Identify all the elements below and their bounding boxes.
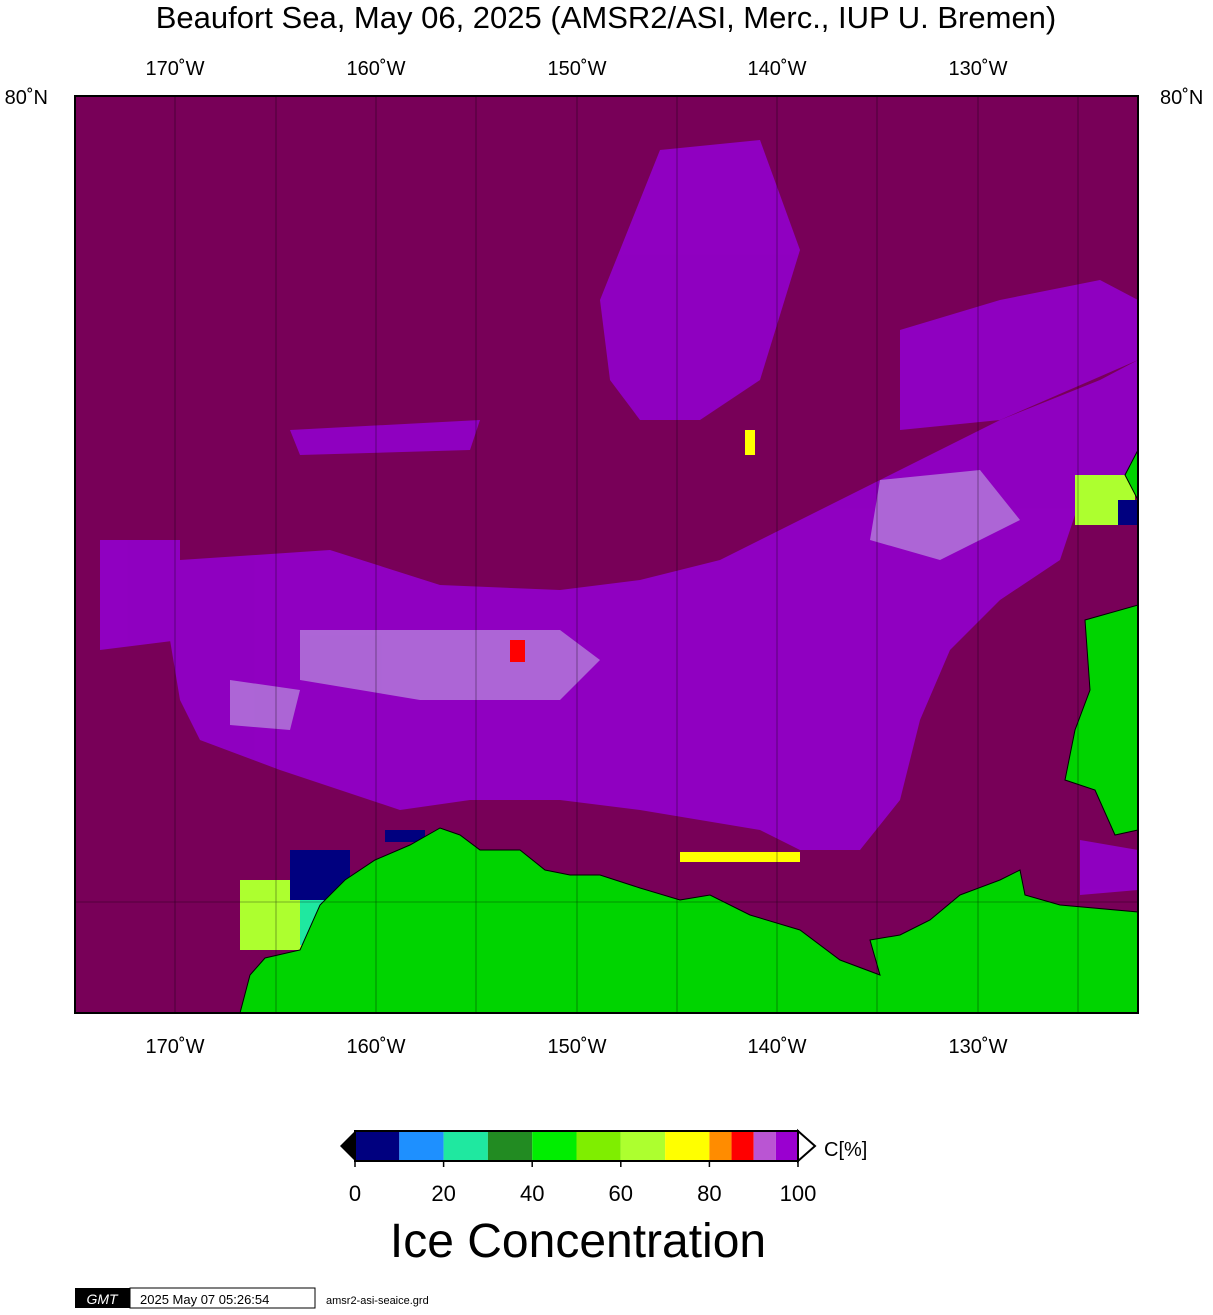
colorbar-high-arrow [797,1128,817,1164]
lat-label: 80˚N [5,87,48,109]
lon-label: 160˚W [347,1036,406,1058]
lon-label: 130˚W [949,58,1008,80]
colorbar-tick-label: 40 [520,1181,544,1206]
footer: GMT 2025 May 07 05:26:54 amsr2-asi-seaic… [75,1287,429,1309]
colorbar-bin [665,1131,710,1161]
lon-label: 170˚W [146,1036,205,1058]
top-labels: 170˚W 160˚W 150˚W 140˚W 130˚W [146,58,1008,80]
colorbar-bin [355,1131,400,1161]
map-frame [74,95,1139,1014]
lon-label: 150˚W [548,58,607,80]
colorbar-bin [620,1131,666,1161]
colorbar-bin [532,1131,577,1161]
map: 170˚W 160˚W 150˚W 140˚W 130˚W 170˚W 160˚… [5,58,1204,1058]
timestamp: 2025 May 07 05:26:54 [140,1292,269,1307]
colorbar-bin [399,1131,444,1161]
lat-label: 80˚N [1160,87,1203,109]
colorbar-bin [576,1131,621,1161]
lon-label: 150˚W [548,1036,607,1058]
colorbar-unit: C[%] [824,1139,867,1161]
lon-label: 140˚W [748,1036,807,1058]
lon-label: 130˚W [949,1036,1008,1058]
colorbar: C[%] Ice Concentration 0 20 40 60 80 100 [340,1128,867,1268]
colorbar-caption: Ice Concentration [390,1215,766,1268]
logo: GMT [86,1291,119,1307]
lon-label: 160˚W [347,58,406,80]
colorbar-tick-label: 0 [349,1181,361,1206]
colorbar-tick-label: 80 [697,1181,721,1206]
filename: amsr2-asi-seaice.grd [326,1295,429,1307]
graticule [75,96,1138,1013]
colorbar-bin [487,1131,533,1161]
colorbar-tick-label: 20 [431,1181,455,1206]
colorbar-tick-label: 100 [780,1181,817,1206]
lon-label: 170˚W [146,58,205,80]
colorbar-bin [709,1131,732,1161]
bottom-labels: 170˚W 160˚W 150˚W 140˚W 130˚W [146,1036,1008,1058]
colorbar-low-arrow [340,1131,355,1161]
colorbar-bin [731,1131,754,1161]
colorbar-bin [443,1131,488,1161]
colorbar-bin [753,1131,776,1161]
colorbar-frame [354,1130,799,1162]
logo-box [75,1288,130,1308]
title: Beaufort Sea, May 06, 2025 (AMSR2/ASI, M… [156,0,1057,35]
colorbar-bin [775,1131,798,1161]
colorbar-tick-label: 60 [609,1181,633,1206]
timestamp-box [129,1287,316,1309]
lon-label: 140˚W [748,58,807,80]
ice-edge [240,430,1138,950]
